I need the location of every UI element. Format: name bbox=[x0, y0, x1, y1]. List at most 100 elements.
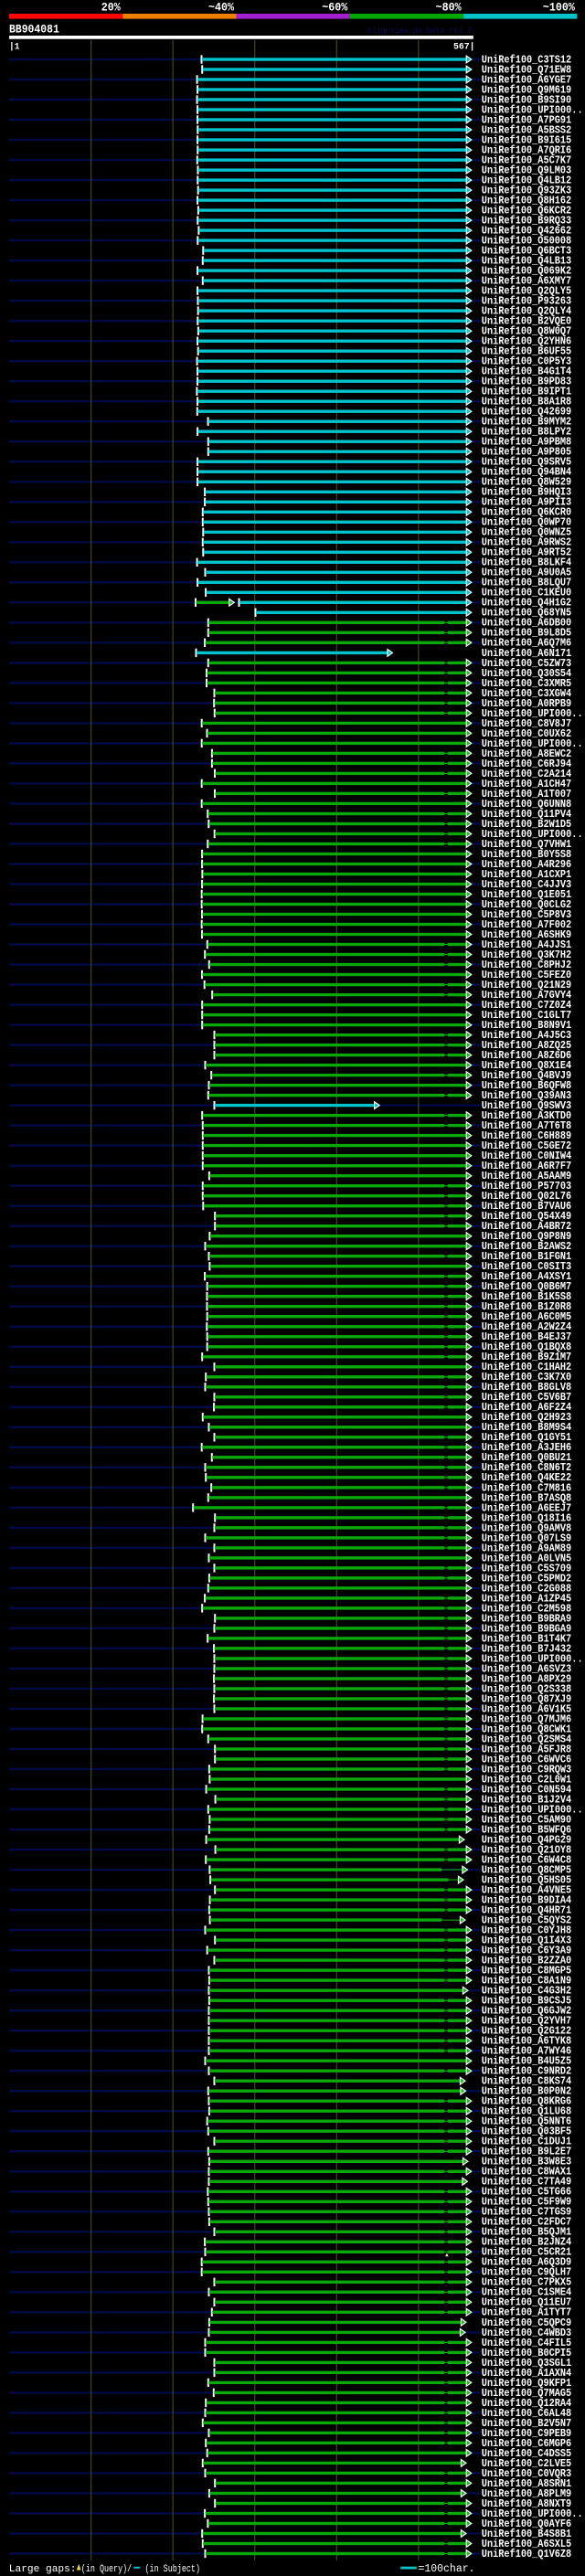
svg-text:UniRef100_Q2SMS4: UniRef100_Q2SMS4 bbox=[482, 1733, 571, 1745]
svg-text:UniRef100_Q12RA4: UniRef100_Q12RA4 bbox=[482, 2397, 571, 2410]
svg-text:UniRef100_A0LVN5: UniRef100_A0LVN5 bbox=[482, 1552, 571, 1564]
svg-text:(in Subject): (in Subject) bbox=[145, 2564, 201, 2575]
svg-text:UniRef100_Q18I16: UniRef100_Q18I16 bbox=[482, 1511, 571, 1524]
svg-text:UniRef100_B9MYM2: UniRef100_B9MYM2 bbox=[482, 416, 571, 429]
svg-text:UniRef100_C3K7X0: UniRef100_C3K7X0 bbox=[482, 1371, 571, 1383]
svg-text:UniRef100_B8GLV8: UniRef100_B8GLV8 bbox=[482, 1381, 571, 1394]
svg-text:UniRef100_Q4HR71: UniRef100_Q4HR71 bbox=[482, 1904, 571, 1917]
svg-text:UniRef100_C3TS12: UniRef100_C3TS12 bbox=[482, 53, 571, 66]
svg-text:UniRef100_Q4KE22: UniRef100_Q4KE22 bbox=[482, 1471, 571, 1484]
svg-text:UniRef100_A6C0M5: UniRef100_A6C0M5 bbox=[482, 1310, 571, 1323]
svg-text:UniRef100_A6Q3D9: UniRef100_A6Q3D9 bbox=[482, 2256, 571, 2269]
svg-text:UniRef100_Q8X1E4: UniRef100_Q8X1E4 bbox=[482, 1059, 571, 1072]
svg-text:UniRef100_Q0CLG2: UniRef100_Q0CLG2 bbox=[482, 898, 571, 911]
svg-text:UniRef100_A8PX29: UniRef100_A8PX29 bbox=[482, 1672, 571, 1685]
svg-text:UniRef100_A9U0A5: UniRef100_A9U0A5 bbox=[482, 567, 571, 579]
svg-text:UniRef100_C6RJ94: UniRef100_C6RJ94 bbox=[482, 758, 571, 770]
svg-text:UniRef100_Q07LS9: UniRef100_Q07LS9 bbox=[482, 1532, 571, 1544]
svg-text:UniRef100_C2L0W1: UniRef100_C2L0W1 bbox=[482, 1773, 571, 1786]
svg-text:UniRef100_B2V5N7: UniRef100_B2V5N7 bbox=[482, 2417, 571, 2430]
svg-text:UniRef100_C6H889: UniRef100_C6H889 bbox=[482, 1129, 571, 1142]
svg-text:UniRef100_Q2G122: UniRef100_Q2G122 bbox=[482, 2025, 571, 2038]
svg-text:UniRef100_C3XGW4: UniRef100_C3XGW4 bbox=[482, 687, 571, 700]
svg-text:UniRef100_A4VNE5: UniRef100_A4VNE5 bbox=[482, 1884, 571, 1897]
svg-text:UniRef100_A6N171: UniRef100_A6N171 bbox=[482, 647, 571, 660]
svg-text:UniRef100_Q21OY8: UniRef100_Q21OY8 bbox=[482, 1844, 571, 1857]
svg-text:UniRef100_C6Y3A9: UniRef100_C6Y3A9 bbox=[482, 1945, 571, 1957]
svg-text:UniRef100_A8EWC2: UniRef100_A8EWC2 bbox=[482, 747, 571, 760]
svg-text:UniRef100_Q39AN3: UniRef100_Q39AN3 bbox=[482, 1089, 571, 1102]
svg-text:UniRef100_B9SI90: UniRef100_B9SI90 bbox=[482, 93, 571, 106]
svg-text:UniRef100_A7GVY4: UniRef100_A7GVY4 bbox=[482, 989, 571, 1002]
svg-text:UniRef100_Q1E051: UniRef100_Q1E051 bbox=[482, 888, 571, 901]
svg-text:UniRef100_Q6KCR2: UniRef100_Q6KCR2 bbox=[482, 205, 571, 217]
svg-text:UniRef100_Q9SRV5: UniRef100_Q9SRV5 bbox=[482, 456, 571, 469]
svg-text:UniRef100_Q11PV4: UniRef100_Q11PV4 bbox=[482, 808, 571, 821]
svg-text:UniRef100_A5AAM9: UniRef100_A5AAM9 bbox=[482, 1170, 571, 1182]
svg-text:UniRef100_B7VAU6: UniRef100_B7VAU6 bbox=[482, 1200, 571, 1213]
svg-text:UniRef100_A6TYK8: UniRef100_A6TYK8 bbox=[482, 2035, 571, 2048]
svg-text:UniRef100_A6F2Z4: UniRef100_A6F2Z4 bbox=[482, 1401, 571, 1414]
svg-text:UniRef100_C7Z0Z4: UniRef100_C7Z0Z4 bbox=[482, 999, 571, 1012]
svg-text:UniRef100_C7TGS9: UniRef100_C7TGS9 bbox=[482, 2206, 571, 2219]
svg-text:UniRef100_A6SHK9: UniRef100_A6SHK9 bbox=[482, 928, 571, 941]
svg-text:UniRef100_Q7VHW1: UniRef100_Q7VHW1 bbox=[482, 838, 571, 851]
svg-text:UniRef100_Q8W0Q7: UniRef100_Q8W0Q7 bbox=[482, 325, 571, 338]
svg-text:UniRef100_C6AL48: UniRef100_C6AL48 bbox=[482, 2407, 571, 2420]
svg-text:UniRef100_Q3K7H2: UniRef100_Q3K7H2 bbox=[482, 949, 571, 961]
svg-text:UniRef100_Q71EW8: UniRef100_Q71EW8 bbox=[482, 63, 571, 76]
svg-text:UniRef100_B7J432: UniRef100_B7J432 bbox=[482, 1642, 571, 1655]
svg-text:UniRef100_C2G088: UniRef100_C2G088 bbox=[482, 1582, 571, 1595]
svg-text:UniRef100_P57703: UniRef100_P57703 bbox=[482, 1180, 571, 1193]
svg-text:Large gaps:: Large gaps: bbox=[9, 2564, 77, 2575]
svg-text:UniRef100_B8A1R8: UniRef100_B8A1R8 bbox=[482, 396, 571, 408]
svg-text:UniRef100_Q6BCT3: UniRef100_Q6BCT3 bbox=[482, 245, 571, 258]
svg-text:UniRef100_B8M9S4: UniRef100_B8M9S4 bbox=[482, 1421, 571, 1434]
svg-text:UniRef100_Q4LB13: UniRef100_Q4LB13 bbox=[482, 255, 571, 268]
svg-text:UniRef100_B7ASQ8: UniRef100_B7ASQ8 bbox=[482, 1491, 571, 1504]
svg-text:UniRef100_Q0WNZ5: UniRef100_Q0WNZ5 bbox=[482, 526, 571, 539]
svg-text:UniRef100_Q5NNT6: UniRef100_Q5NNT6 bbox=[482, 2115, 571, 2128]
svg-text:UniRef100_C5P8V3: UniRef100_C5P8V3 bbox=[482, 908, 571, 921]
svg-text:UniRef100_C8MGP5: UniRef100_C8MGP5 bbox=[482, 1965, 571, 1977]
svg-text:UniRef100_A6YGE7: UniRef100_A6YGE7 bbox=[482, 73, 571, 86]
svg-text:UniRef100_A6SXL5: UniRef100_A6SXL5 bbox=[482, 2538, 571, 2550]
svg-text:UniRef100_C8N6T2: UniRef100_C8N6T2 bbox=[482, 1461, 571, 1474]
svg-text:UniRef100_B2ZZA0: UniRef100_B2ZZA0 bbox=[482, 1955, 571, 1967]
svg-text:|1: |1 bbox=[9, 42, 20, 53]
svg-text:UniRef100_Q0AYF6: UniRef100_Q0AYF6 bbox=[482, 2518, 571, 2530]
svg-text:UniRef100_A1T007: UniRef100_A1T007 bbox=[482, 788, 571, 800]
svg-text:UniRef100_C5TG66: UniRef100_C5TG66 bbox=[482, 2186, 571, 2199]
svg-text:UniRef100_C1HAH2: UniRef100_C1HAH2 bbox=[482, 1361, 571, 1373]
svg-text:~80%: ~80% bbox=[436, 1, 462, 14]
svg-text:UniRef100_Q9SWV3: UniRef100_Q9SWV3 bbox=[482, 1099, 571, 1112]
svg-text:UniRef100_A1CH47: UniRef100_A1CH47 bbox=[482, 778, 571, 790]
svg-text:UniRef100_Q42699: UniRef100_Q42699 bbox=[482, 406, 571, 419]
svg-text:UniRef100_C1SME4: UniRef100_C1SME4 bbox=[482, 2286, 571, 2299]
svg-text:UniRef100_B9L2E7: UniRef100_B9L2E7 bbox=[482, 2146, 571, 2158]
svg-text:UniRef100_B0P0N2: UniRef100_B0P0N2 bbox=[482, 2085, 571, 2098]
svg-text:UniRef100_Q8H162: UniRef100_Q8H162 bbox=[482, 195, 571, 207]
svg-text:UniRef100_Q2YHN6: UniRef100_Q2YHN6 bbox=[482, 335, 571, 348]
svg-text:UniRef100_Q30S54: UniRef100_Q30S54 bbox=[482, 667, 571, 680]
svg-text:UniRef100_C5GE72: UniRef100_C5GE72 bbox=[482, 1140, 571, 1152]
svg-text:UniRef100_A6XMY7: UniRef100_A6XMY7 bbox=[482, 275, 571, 288]
svg-text:UniRef100_UPI000..: UniRef100_UPI000.. bbox=[482, 1652, 583, 1665]
svg-text:UniRef100_UPI000..: UniRef100_UPI000.. bbox=[482, 103, 583, 116]
svg-text:UniRef100_B8N9V1: UniRef100_B8N9V1 bbox=[482, 1019, 571, 1032]
svg-text:UniRef100_B9DIA4: UniRef100_B9DIA4 bbox=[482, 1894, 571, 1907]
svg-text:20%: 20% bbox=[101, 1, 121, 14]
svg-text:UniRef100_A4XSY1: UniRef100_A4XSY1 bbox=[482, 1270, 571, 1283]
svg-text:UniRef100_B9HQI3: UniRef100_B9HQI3 bbox=[482, 486, 571, 499]
svg-text:UniRef100_A6R7F7: UniRef100_A6R7F7 bbox=[482, 1160, 571, 1172]
svg-text:UniRef100_C6WVC6: UniRef100_C6WVC6 bbox=[482, 1753, 571, 1765]
svg-text:UniRef100_B6UF55: UniRef100_B6UF55 bbox=[482, 345, 571, 358]
svg-text:UniRef100_C5FEZ0: UniRef100_C5FEZ0 bbox=[482, 969, 571, 981]
svg-text:UniRef100_A6EEJ7: UniRef100_A6EEJ7 bbox=[482, 1501, 571, 1514]
svg-text:UniRef100_B9CSJ5: UniRef100_B9CSJ5 bbox=[482, 1995, 571, 2008]
svg-text:UniRef100_A9RT52: UniRef100_A9RT52 bbox=[482, 546, 571, 559]
svg-text:AlignView.pm Beta rel.7: AlignView.pm Beta rel.7 bbox=[367, 26, 473, 36]
svg-text:UniRef100_Q2S338: UniRef100_Q2S338 bbox=[482, 1682, 571, 1695]
svg-text:UniRef100_B9IPT1: UniRef100_B9IPT1 bbox=[482, 386, 571, 398]
svg-text:UniRef100_C9QLH7: UniRef100_C9QLH7 bbox=[482, 2266, 571, 2279]
